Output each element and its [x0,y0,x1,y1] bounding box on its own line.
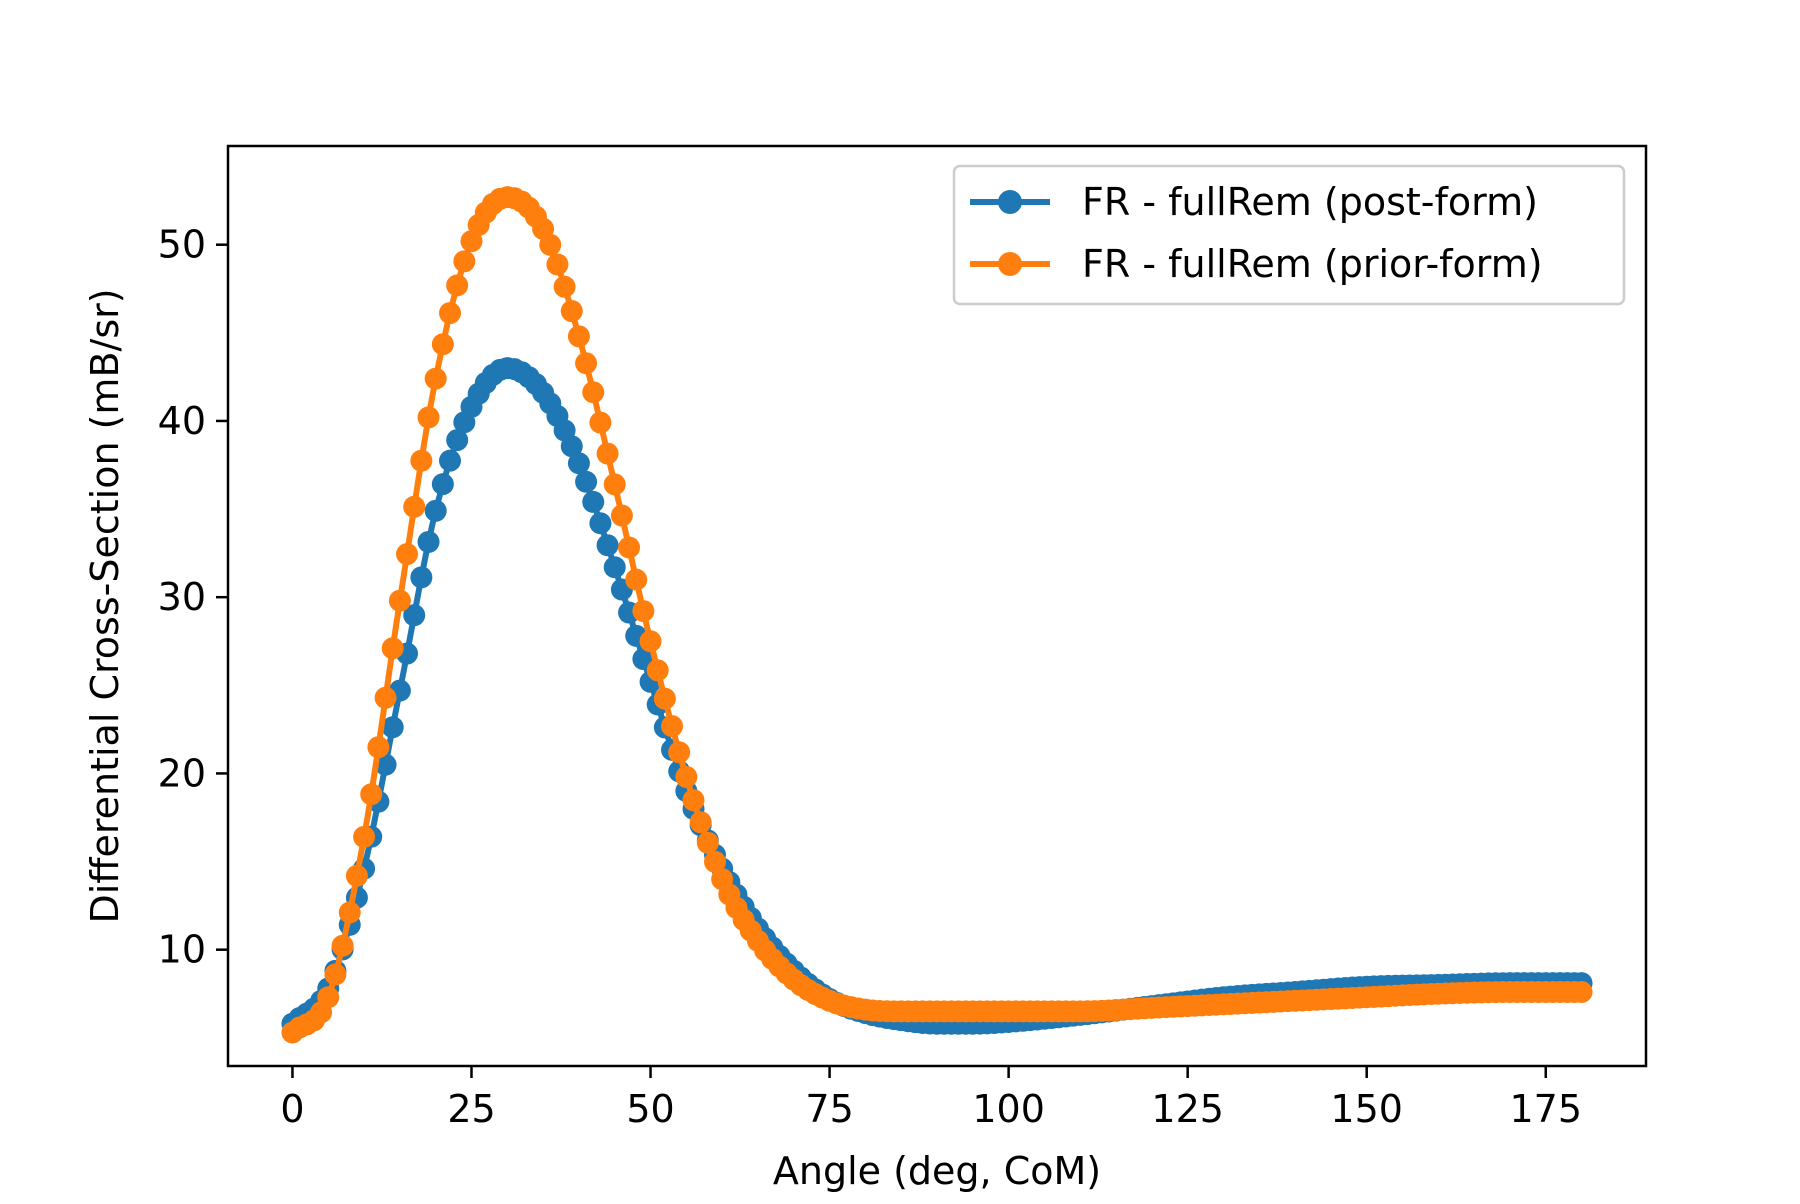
data-point [446,429,469,452]
x-axis-label: Angle (deg, CoM) [773,1149,1101,1193]
y-tick-label: 30 [158,575,206,619]
data-point [353,825,376,848]
data-point [317,986,340,1009]
data-point [1570,980,1593,1003]
data-point [338,901,361,924]
x-tick-label: 50 [626,1087,674,1131]
x-tick-label: 150 [1330,1087,1403,1131]
data-point [424,499,447,522]
data-point [453,250,476,273]
data-point [560,435,583,458]
axes-layer: 0 25 50 75 100 125 150 175 10 20 30 40 50 Angle (deg,… [83,144,1648,1193]
series-line [290,194,1582,1035]
data-point [575,470,598,493]
y-tick-label: 20 [158,751,206,795]
data-point [388,589,411,612]
legend-box [952,164,1626,306]
x-tick-label: 25 [447,1087,495,1131]
data-point [553,275,576,298]
x-tick-label: 100 [972,1087,1045,1131]
data-point [410,566,433,589]
data-point [331,934,354,957]
data-point [439,449,462,472]
data-point [668,741,691,764]
data-point [625,568,648,591]
data-point [675,765,698,788]
data-point [374,686,397,709]
data-point [567,325,590,348]
data-point [618,536,641,559]
data-point [381,637,404,660]
data-point [589,512,612,535]
data-point [345,864,368,887]
legend-marker [998,190,1022,214]
data-point [324,963,347,986]
data-point [596,442,619,465]
legend-marker [998,252,1022,276]
data-point [689,811,712,834]
data-point [632,600,655,623]
data-point [589,411,612,434]
series-line [290,365,1582,1027]
plot-frame [226,144,1648,1068]
data-point [603,473,626,496]
data-point [424,367,447,390]
data-point [431,333,454,356]
data-point [539,233,562,256]
data-point [396,543,419,566]
data-point [646,659,669,682]
y-tick-label: 50 [158,223,206,267]
data-point [610,504,633,527]
y-tick-label: 10 [158,928,206,972]
data-point [446,274,469,297]
data-point [374,753,397,776]
data-point [582,490,605,513]
data-point [417,530,440,553]
data-point [417,406,440,429]
data-point [567,452,590,475]
x-tick-label: 0 [280,1087,304,1131]
data-point [560,300,583,323]
data-point [546,253,569,276]
series-layer [281,186,1593,1044]
data-point [360,783,383,806]
x-tick-label: 75 [805,1087,853,1131]
data-point [703,850,726,873]
legend-label: FR - fullRem (prior-form) [1082,242,1543,286]
data-point [582,381,605,404]
x-tick-label: 125 [1151,1087,1224,1131]
series-0 [281,357,1593,1035]
legend-label: FR - fullRem (post-form) [1082,180,1538,224]
data-point [431,473,454,496]
data-point [381,716,404,739]
data-point [653,687,676,710]
data-point [596,534,619,557]
data-point [575,352,598,375]
data-point [661,715,684,738]
data-point [696,831,719,854]
legend: FR - fullRem (post-form) FR - fullRem (pr… [952,164,1626,306]
data-point [639,630,662,653]
data-point [367,736,390,759]
y-tick-label: 40 [158,399,206,443]
y-axis-label: Differential Cross-Section (mB/sr) [83,288,127,923]
series-1 [281,186,1593,1044]
data-point [410,449,433,472]
x-tick-label: 175 [1509,1087,1582,1131]
data-point [439,302,462,325]
data-point [403,604,426,627]
data-point [603,556,626,579]
data-point [682,789,705,812]
data-point [403,495,426,518]
